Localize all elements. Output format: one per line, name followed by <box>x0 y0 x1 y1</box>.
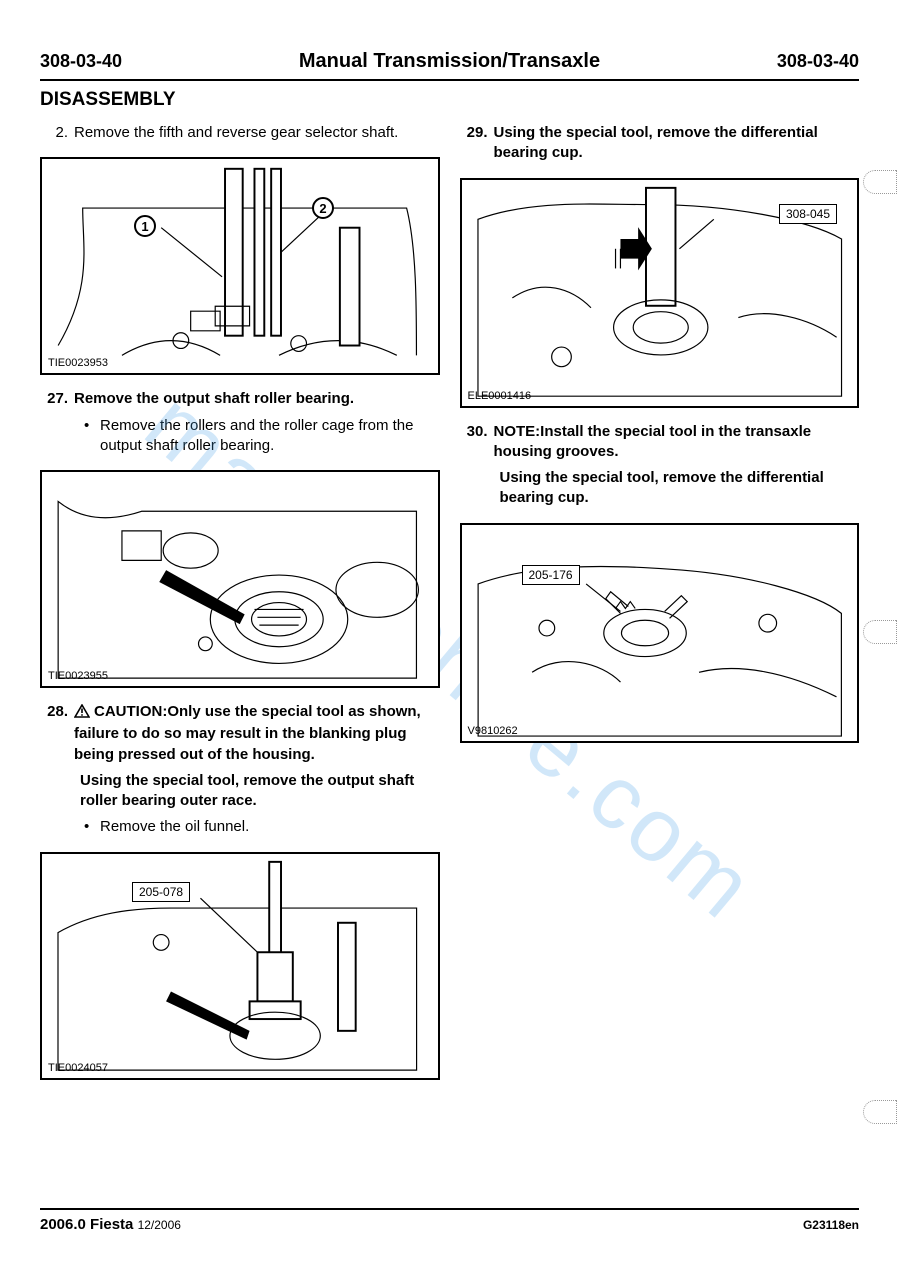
footer-model: 2006.0 Fiesta 12/2006 <box>40 1216 181 1233</box>
figure-2-svg <box>42 472 438 686</box>
bullet-text: Remove the oil funnel. <box>100 817 440 837</box>
footer-code: G23118en <box>803 1218 859 1232</box>
footer-model-text: 2006.0 Fiesta <box>40 1216 133 1233</box>
punch-hole <box>863 1100 897 1124</box>
header-section-right: 308-03-40 <box>777 51 859 72</box>
page: manualshive.com 308-03-40 Manual Transmi… <box>0 0 899 1263</box>
step-30: 30. NOTE:Install the special tool in the… <box>460 422 860 509</box>
punch-hole <box>863 620 897 644</box>
figure-id: ELE0001416 <box>468 390 532 402</box>
step-number: 2. <box>40 123 74 143</box>
page-header: 308-03-40 Manual Transmission/Transaxle … <box>40 50 859 81</box>
footer-date: 12/2006 <box>138 1218 181 1232</box>
punch-hole <box>863 170 897 194</box>
step-29: 29. Using the special tool, remove the d… <box>460 123 860 164</box>
figure-2: TIE0023955 <box>40 470 440 688</box>
bullet-text: Remove the rollers and the roller cage f… <box>100 416 440 457</box>
figure-1-svg <box>42 159 438 373</box>
step-text: Using the special tool, remove the diffe… <box>494 123 860 164</box>
content-columns: 2. Remove the fifth and reverse gear sel… <box>40 123 859 1094</box>
figure-5: 205-176 V9810262 <box>460 523 860 743</box>
step-text: Using the special tool, remove the diffe… <box>460 468 860 509</box>
caution-label: CAUTION: <box>94 703 167 720</box>
tool-label: 205-176 <box>522 565 580 585</box>
step-number: 27. <box>40 389 74 409</box>
note-text: NOTE:Install the special tool in the tra… <box>494 422 860 463</box>
header-title: Manual Transmission/Transaxle <box>299 50 600 73</box>
left-column: 2. Remove the fifth and reverse gear sel… <box>40 123 440 1094</box>
figure-id: TIE0023953 <box>48 357 108 369</box>
step-number: 30. <box>460 422 494 463</box>
caution-text: CAUTION:Only use the special tool as sho… <box>74 702 440 765</box>
warning-icon <box>74 704 90 724</box>
page-footer: 2006.0 Fiesta 12/2006 G23118en <box>40 1208 859 1233</box>
tool-label: 205-078 <box>132 882 190 902</box>
step-27: 27. Remove the output shaft roller beari… <box>40 389 440 456</box>
figure-id: V9810262 <box>468 725 518 737</box>
figure-4: 308-045 ELE0001416 <box>460 178 860 408</box>
step-text: Remove the output shaft roller bearing. <box>74 389 440 409</box>
bullet-icon: • <box>84 817 100 837</box>
step-28: 28. CAUTION:Only use the special tool as… <box>40 702 440 838</box>
step-number: 28. <box>40 702 74 765</box>
figure-5-svg <box>462 525 858 741</box>
note-body: Install the special tool in the transaxl… <box>494 423 812 460</box>
figure-id: TIE0023955 <box>48 670 108 682</box>
header-section-left: 308-03-40 <box>40 51 122 72</box>
figure-3-svg <box>42 854 438 1078</box>
right-column: 29. Using the special tool, remove the d… <box>460 123 860 1094</box>
step-number: 29. <box>460 123 494 164</box>
tool-label: 308-045 <box>779 204 837 224</box>
step-text: Using the special tool, remove the outpu… <box>40 771 440 812</box>
note-label: NOTE: <box>494 423 541 440</box>
figure-id: TIE0024057 <box>48 1062 108 1074</box>
figure-3: 205-078 TIE0024057 <box>40 852 440 1080</box>
step-2: 2. Remove the fifth and reverse gear sel… <box>40 123 440 143</box>
section-title: DISASSEMBLY <box>40 89 859 111</box>
figure-1: 1 2 TIE0023953 <box>40 157 440 375</box>
step-text: Remove the fifth and reverse gear select… <box>74 123 440 143</box>
bullet-icon: • <box>84 416 100 457</box>
